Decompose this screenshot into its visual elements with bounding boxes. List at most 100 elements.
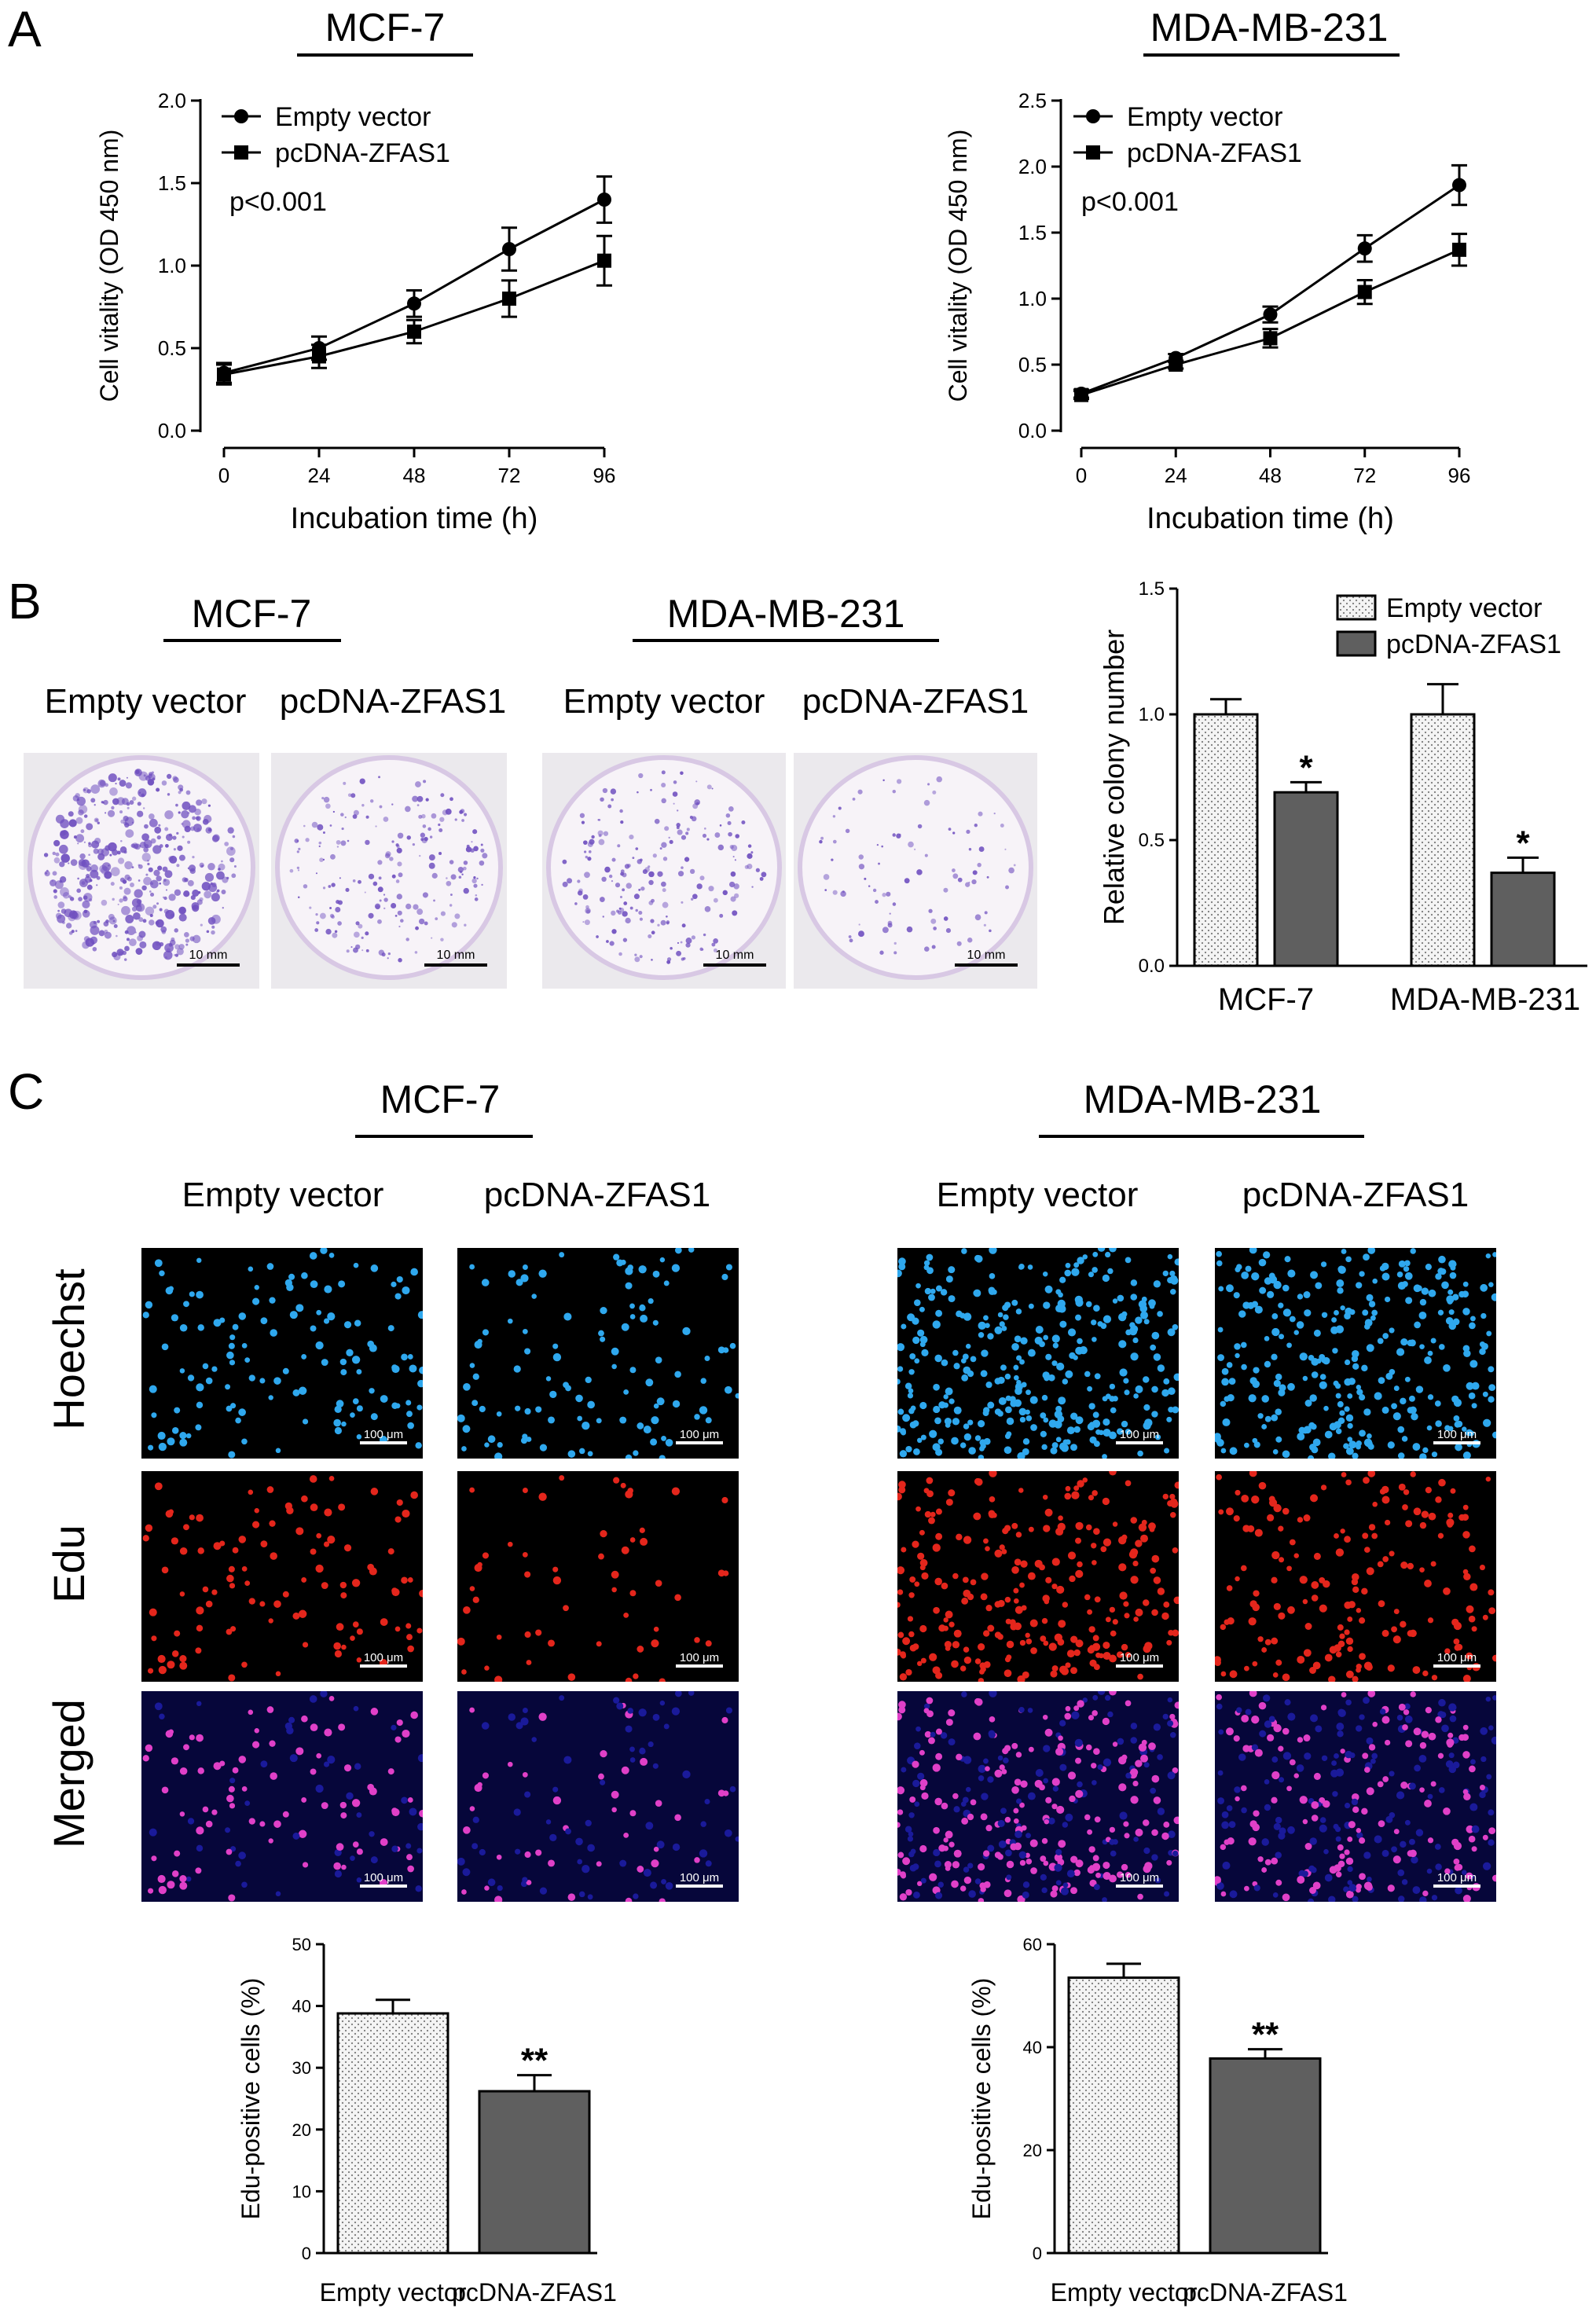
colony-plate-mcf7-empty-vector: 10 mm [24,753,259,989]
data-point [1357,284,1372,299]
scale-bar-label: 100 μm [1120,1428,1159,1441]
micrograph-background [457,1691,739,1902]
y-tick-label: 40 [292,1997,311,2017]
panel-a-title-mdamb231: MDA-MB-231 [1150,6,1389,50]
y-tick-label: 0.5 [1139,830,1165,851]
micrograph-background [897,1471,1179,1682]
scale-bar-label: 100 μm [364,1428,403,1441]
scale-bar-label: 10 mm [189,949,228,962]
nuclei [457,1691,739,1902]
legend-label: Empty vector [1127,102,1282,132]
data-point [1263,331,1278,346]
scale-bar-label: 100 μm [364,1871,403,1884]
data-point [502,242,516,256]
panel-c-col-pcdna-zfas1: pcDNA-ZFAS1 [1242,1176,1469,1214]
panel-c-title-underline [355,1135,533,1138]
micrograph-hoechst-mcf7-empty-vector: 100 μm [141,1248,423,1459]
micrograph-edu-mcf7-empty-vector: 100 μm [141,1471,423,1682]
x-tick-label: 48 [403,464,426,487]
panel-b-col-empty-vector: Empty vector [563,682,765,721]
micrograph-hoechst-mdamb231-pcdna-zfas1: 100 μm [1215,1248,1496,1459]
nuclei [1215,1248,1496,1459]
y-tick-label: 0.0 [1018,419,1047,442]
y-axis-label: Cell vitality (OD 450 nm) [95,130,123,402]
micrograph-background [141,1471,423,1682]
x-tick-label: 24 [1165,464,1187,487]
nuclei [142,1475,423,1682]
data-point [217,367,231,382]
scale-bar-label: 100 μm [1120,1651,1159,1664]
micrograph-merged-mdamb231-pcdna-zfas1: 100 μm [1215,1691,1496,1902]
nuclei [1215,1471,1496,1682]
stat-annotation: p<0.001 [229,187,327,217]
panel-c-row-merged: Merged [44,1699,94,1848]
data-point [1074,387,1088,402]
x-tick-label: 24 [308,464,331,487]
micrograph-background [457,1471,739,1682]
panel-a-letter: A [8,1,42,57]
y-tick-label: 50 [292,1935,311,1954]
panel-c-col-pcdna-zfas1: pcDNA-ZFAS1 [483,1176,711,1214]
panel-c-row-edu: Edu [44,1525,94,1603]
micrograph-merged-mcf7-pcdna-zfas1: 100 μm [457,1691,739,1902]
legend-swatch [1336,630,1377,657]
data-point [407,325,421,339]
scale-bar-label: 100 μm [680,1871,719,1884]
culture-dish [275,755,503,980]
data-point [1452,178,1466,193]
y-axis-label: Edu-positive cells (%) [967,1978,996,2220]
series-line [223,198,605,374]
legend-marker [234,145,248,160]
y-tick-label: 20 [1023,2141,1042,2160]
scale-bar-label: 100 μm [1437,1428,1477,1441]
panel-b-col-pcdna-zfas1: pcDNA-ZFAS1 [802,682,1029,721]
data-point [1263,307,1278,322]
y-tick-label: 2.0 [158,89,186,112]
bar-pcdna-zfas1 [478,2090,591,2255]
panel-a-title-mcf7: MCF-7 [325,6,446,50]
colony-plate-mdamb231-pcdna-zfas1: 10 mm [794,753,1037,989]
bar-empty-vector [336,2012,449,2255]
y-tick-label: 1.5 [1139,578,1165,600]
y-tick-label: 2.5 [1018,89,1047,112]
y-axis-label: Cell vitality (OD 450 nm) [944,130,972,402]
micrograph-background [141,1248,423,1459]
data-point [502,292,516,306]
x-axis-label: Incubation time (h) [291,502,538,535]
x-category-label: pcDNA-ZFAS1 [452,2278,617,2306]
y-axis-label: Relative colony number [1098,629,1130,925]
y-tick-label: 40 [1023,2038,1042,2057]
data-point [1452,242,1466,257]
stained-colonies [562,770,767,964]
line-chart-mcf7: 0.0 0.5 1.0 1.5 2.0 0 24 48 72 96 Incubation time … [95,89,615,535]
data-point [407,296,421,311]
scale-bar-label: 100 μm [1437,1871,1477,1884]
legend-label: pcDNA-ZFAS1 [1127,138,1302,168]
micrograph-merged-mdamb231-empty-vector: 100 μm [897,1691,1179,1902]
nuclei [897,1248,1179,1459]
y-tick-label: 60 [1023,1935,1042,1954]
panel-b-title-mcf7: MCF-7 [191,592,312,636]
x-category-label: pcDNA-ZFAS1 [1183,2278,1348,2306]
nuclei [1215,1691,1496,1902]
y-tick-label: 20 [292,2120,311,2140]
x-tick-label: 0 [218,464,229,487]
legend-marker [1086,145,1100,160]
stained-colonies [289,776,488,963]
nuclei [142,1691,423,1902]
panel-b-title-underline [163,639,341,642]
bar-empty-vector [1067,1976,1180,2255]
y-tick-label: 0 [1033,2244,1042,2263]
scale-bar-label: 10 mm [716,949,754,962]
micrograph-hoechst-mcf7-pcdna-zfas1: 100 μm [457,1248,739,1459]
x-tick-label: 72 [1353,464,1376,487]
line-chart-mdamb231: 0.0 0.5 1.0 1.5 2.0 2.5 0 24 48 72 96 Incubation ti… [944,89,1470,535]
significance-marker: * [1299,748,1313,787]
micrograph-merged-mcf7-empty-vector: 100 μm [141,1691,423,1902]
nuclei [897,1691,1179,1902]
significance-marker: ** [1252,2016,1279,2054]
panel-b-col-pcdna-zfas1: pcDNA-ZFAS1 [279,682,507,721]
x-category-label: Empty vector [320,2278,467,2306]
y-tick-label: 10 [292,2182,311,2201]
panel-a-title-underline [297,53,473,57]
